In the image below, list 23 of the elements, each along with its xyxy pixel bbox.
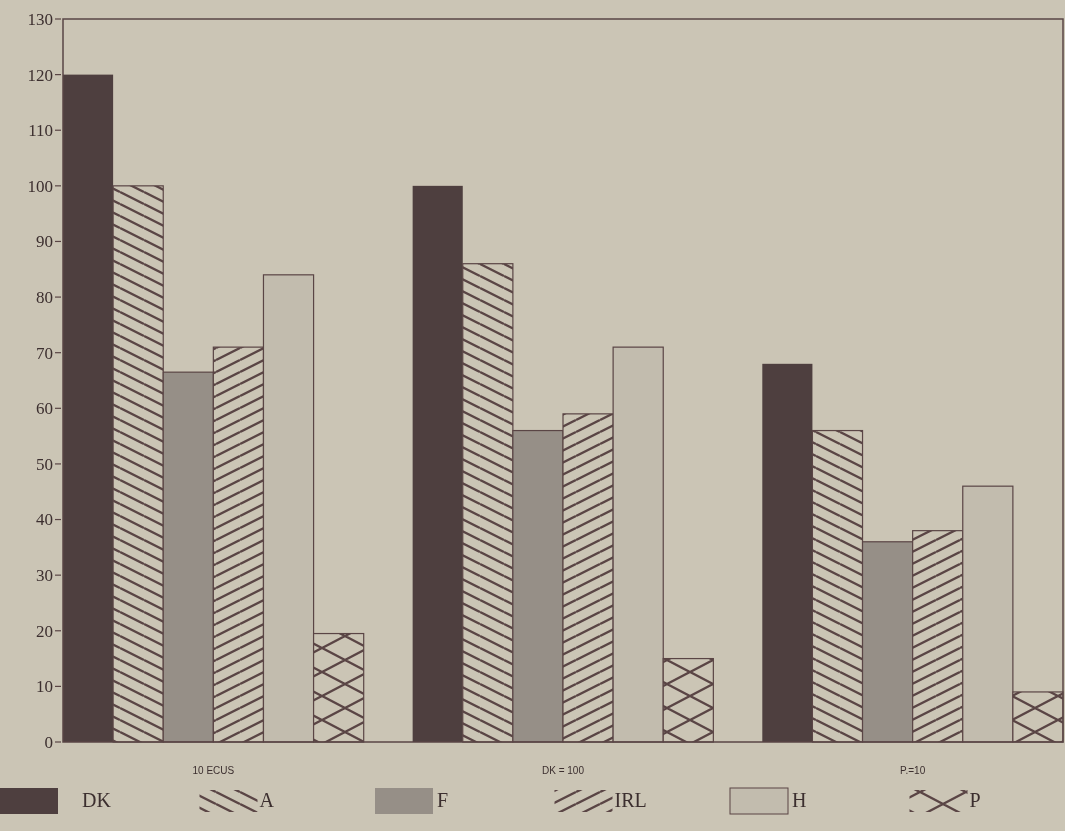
legend-label: F (437, 789, 449, 811)
x-tick-label: DK = 100 (542, 765, 585, 776)
y-tick-label: 110 (28, 121, 53, 141)
legend-label: IRL (614, 789, 647, 811)
legend-label: P (969, 789, 981, 811)
y-tick-label: 130 (27, 9, 53, 29)
y-tick-label: 120 (27, 65, 53, 85)
y-tick-label: 100 (27, 176, 53, 196)
y-tick-label: 80 (36, 288, 53, 308)
y-tick-label: 50 (36, 454, 53, 474)
x-tick-label: P.=10 (900, 765, 926, 776)
legend-label: H (792, 789, 807, 811)
y-tick-label: 90 (36, 232, 53, 252)
y-tick-label: 40 (36, 510, 53, 530)
y-tick-label: 10 (36, 677, 53, 697)
y-tick-label: 70 (36, 343, 53, 363)
y-tick-label: 20 (36, 621, 53, 641)
x-tick-label: 10 ECUS (192, 765, 235, 776)
y-tick-label: 30 (36, 566, 53, 586)
legend-label: DK (82, 789, 112, 811)
legend-label: A (259, 789, 275, 811)
y-tick-label: 0 (44, 732, 53, 752)
y-tick-label: 60 (36, 399, 53, 419)
